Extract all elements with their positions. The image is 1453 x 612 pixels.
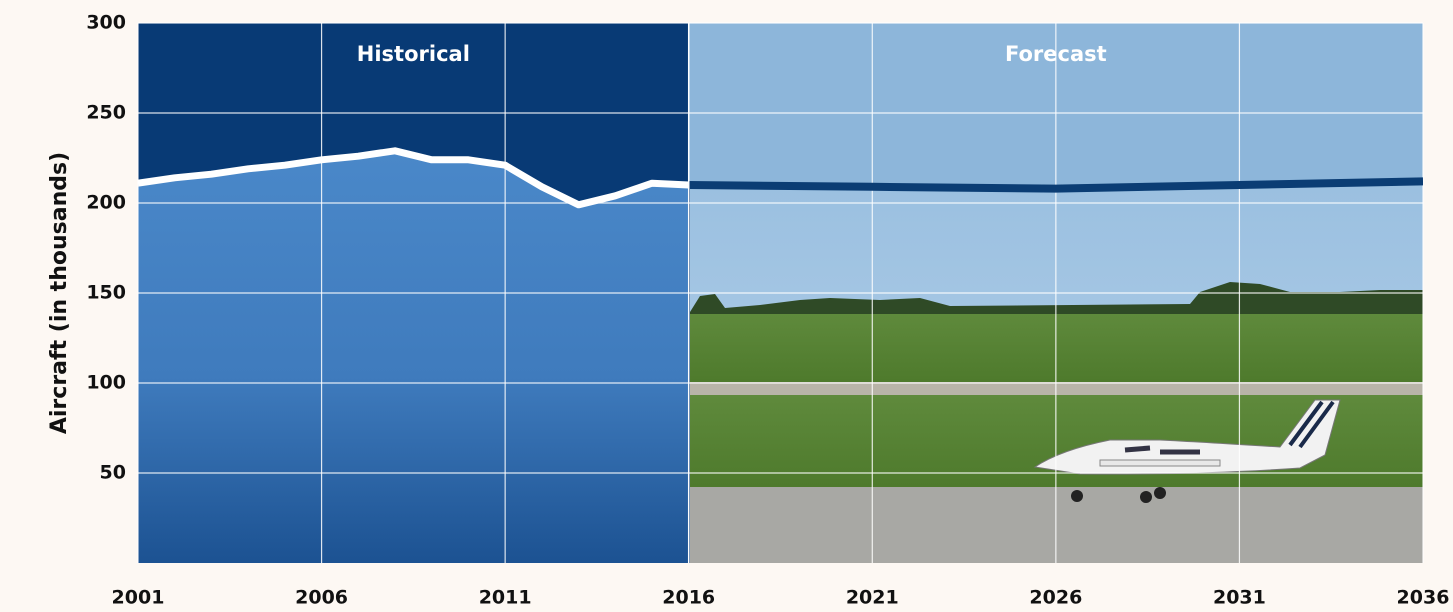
x-tick-label: 2026 [1029,587,1082,609]
y-tick-label: 150 [86,282,126,304]
historical-area [138,151,689,563]
y-axis-label: Aircraft (in thousands) [47,152,72,434]
series-label: Historical [357,42,470,66]
y-tick-label: 250 [86,102,126,124]
y-tick-label: 200 [86,192,126,214]
chart: 50 100 150 200 250 300 2001 2006 2011 2016 2021 202… [0,0,1453,612]
x-tick-label: 2016 [662,587,715,609]
y-tick-label: 300 [86,12,126,34]
page: 50 100 150 200 250 300 2001 2006 2011 2016 2021 202… [0,0,1453,612]
y-tick-label: 100 [86,372,126,394]
x-tick-label: 2036 [1397,587,1450,609]
x-tick-label: 2031 [1213,587,1266,609]
x-tick-label: 2011 [479,587,532,609]
x-tick-label: 2001 [112,587,165,609]
series-label: Forecast [1005,42,1107,66]
x-tick-label: 2006 [295,587,348,609]
y-tick-label: 50 [100,462,126,484]
x-tick-label: 2021 [846,587,899,609]
